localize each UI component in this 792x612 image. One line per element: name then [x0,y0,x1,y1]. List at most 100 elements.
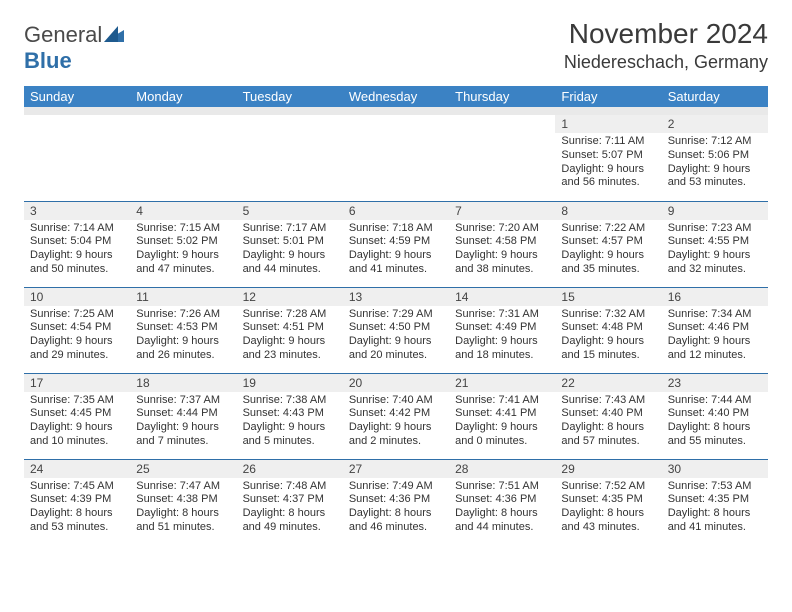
day-number: 25 [130,460,236,478]
sunset-text: Sunset: 4:53 PM [136,321,230,335]
day-number: 4 [130,202,236,220]
day-body: Sunrise: 7:26 AMSunset: 4:53 PMDaylight:… [130,306,236,367]
calendar-day-cell: 4Sunrise: 7:15 AMSunset: 5:02 PMDaylight… [130,201,236,287]
day-body: Sunrise: 7:22 AMSunset: 4:57 PMDaylight:… [555,220,661,281]
day-body [24,119,130,125]
daylight-text: Daylight: 9 hours and 35 minutes. [561,249,655,277]
calendar-day-cell: 24Sunrise: 7:45 AMSunset: 4:39 PMDayligh… [24,459,130,545]
daylight-text: Daylight: 9 hours and 50 minutes. [30,249,124,277]
day-body: Sunrise: 7:44 AMSunset: 4:40 PMDaylight:… [662,392,768,453]
calendar-day-cell: 28Sunrise: 7:51 AMSunset: 4:36 PMDayligh… [449,459,555,545]
daylight-text: Daylight: 9 hours and 18 minutes. [455,335,549,363]
calendar-day-cell [343,115,449,201]
daylight-text: Daylight: 9 hours and 47 minutes. [136,249,230,277]
daylight-text: Daylight: 9 hours and 32 minutes. [668,249,762,277]
sunrise-text: Sunrise: 7:45 AM [30,480,124,494]
sunset-text: Sunset: 4:35 PM [668,493,762,507]
day-number: 10 [24,288,130,306]
calendar-day-cell: 19Sunrise: 7:38 AMSunset: 4:43 PMDayligh… [237,373,343,459]
sunrise-text: Sunrise: 7:31 AM [455,308,549,322]
sunrise-text: Sunrise: 7:28 AM [243,308,337,322]
sunrise-text: Sunrise: 7:34 AM [668,308,762,322]
sunrise-text: Sunrise: 7:43 AM [561,394,655,408]
weekday-header: Monday [130,86,236,107]
day-body: Sunrise: 7:52 AMSunset: 4:35 PMDaylight:… [555,478,661,539]
daylight-text: Daylight: 8 hours and 44 minutes. [455,507,549,535]
calendar-day-cell: 7Sunrise: 7:20 AMSunset: 4:58 PMDaylight… [449,201,555,287]
sunset-text: Sunset: 4:50 PM [349,321,443,335]
sunrise-text: Sunrise: 7:22 AM [561,222,655,236]
day-body: Sunrise: 7:35 AMSunset: 4:45 PMDaylight:… [24,392,130,453]
calendar-day-cell [130,115,236,201]
calendar-week-row: 3Sunrise: 7:14 AMSunset: 5:04 PMDaylight… [24,201,768,287]
sunrise-text: Sunrise: 7:44 AM [668,394,762,408]
day-number: 5 [237,202,343,220]
daylight-text: Daylight: 8 hours and 41 minutes. [668,507,762,535]
day-number: 18 [130,374,236,392]
day-body: Sunrise: 7:43 AMSunset: 4:40 PMDaylight:… [555,392,661,453]
day-body: Sunrise: 7:12 AMSunset: 5:06 PMDaylight:… [662,133,768,194]
calendar-day-cell: 11Sunrise: 7:26 AMSunset: 4:53 PMDayligh… [130,287,236,373]
sunset-text: Sunset: 4:35 PM [561,493,655,507]
day-body [130,119,236,125]
calendar-week-row: 17Sunrise: 7:35 AMSunset: 4:45 PMDayligh… [24,373,768,459]
day-body: Sunrise: 7:41 AMSunset: 4:41 PMDaylight:… [449,392,555,453]
day-number: 27 [343,460,449,478]
sunrise-text: Sunrise: 7:18 AM [349,222,443,236]
day-number: 7 [449,202,555,220]
weekday-header: Tuesday [237,86,343,107]
calendar-day-cell: 3Sunrise: 7:14 AMSunset: 5:04 PMDaylight… [24,201,130,287]
calendar-day-cell: 15Sunrise: 7:32 AMSunset: 4:48 PMDayligh… [555,287,661,373]
day-number: 6 [343,202,449,220]
calendar-day-cell: 17Sunrise: 7:35 AMSunset: 4:45 PMDayligh… [24,373,130,459]
calendar-day-cell: 26Sunrise: 7:48 AMSunset: 4:37 PMDayligh… [237,459,343,545]
logo-mark-icon [104,22,124,47]
sunset-text: Sunset: 4:38 PM [136,493,230,507]
calendar-body: 1Sunrise: 7:11 AMSunset: 5:07 PMDaylight… [24,115,768,545]
sunrise-text: Sunrise: 7:47 AM [136,480,230,494]
day-number: 26 [237,460,343,478]
calendar-day-cell: 21Sunrise: 7:41 AMSunset: 4:41 PMDayligh… [449,373,555,459]
day-body: Sunrise: 7:23 AMSunset: 4:55 PMDaylight:… [662,220,768,281]
day-body [343,119,449,125]
sunset-text: Sunset: 4:40 PM [561,407,655,421]
logo-word2: Blue [24,48,72,73]
sunset-text: Sunset: 4:55 PM [668,235,762,249]
daylight-text: Daylight: 9 hours and 2 minutes. [349,421,443,449]
calendar-week-row: 10Sunrise: 7:25 AMSunset: 4:54 PMDayligh… [24,287,768,373]
sunset-text: Sunset: 4:44 PM [136,407,230,421]
sunrise-text: Sunrise: 7:40 AM [349,394,443,408]
day-body: Sunrise: 7:25 AMSunset: 4:54 PMDaylight:… [24,306,130,367]
logo-text: General Blue [24,22,124,74]
daylight-text: Daylight: 9 hours and 0 minutes. [455,421,549,449]
day-number: 17 [24,374,130,392]
sunrise-text: Sunrise: 7:20 AM [455,222,549,236]
weekday-header: Wednesday [343,86,449,107]
sunrise-text: Sunrise: 7:25 AM [30,308,124,322]
daylight-text: Daylight: 8 hours and 51 minutes. [136,507,230,535]
calendar-day-cell: 23Sunrise: 7:44 AMSunset: 4:40 PMDayligh… [662,373,768,459]
calendar-day-cell: 9Sunrise: 7:23 AMSunset: 4:55 PMDaylight… [662,201,768,287]
calendar-day-cell: 30Sunrise: 7:53 AMSunset: 4:35 PMDayligh… [662,459,768,545]
day-number: 12 [237,288,343,306]
day-body: Sunrise: 7:20 AMSunset: 4:58 PMDaylight:… [449,220,555,281]
day-number: 8 [555,202,661,220]
day-number: 9 [662,202,768,220]
calendar-day-cell: 2Sunrise: 7:12 AMSunset: 5:06 PMDaylight… [662,115,768,201]
calendar-day-cell: 16Sunrise: 7:34 AMSunset: 4:46 PMDayligh… [662,287,768,373]
sunrise-text: Sunrise: 7:29 AM [349,308,443,322]
sunset-text: Sunset: 4:57 PM [561,235,655,249]
day-body: Sunrise: 7:40 AMSunset: 4:42 PMDaylight:… [343,392,449,453]
sunset-text: Sunset: 4:45 PM [30,407,124,421]
day-body [237,119,343,125]
title-block: November 2024 Niedereschach, Germany [564,18,768,73]
sunset-text: Sunset: 4:59 PM [349,235,443,249]
daylight-text: Daylight: 9 hours and 56 minutes. [561,163,655,191]
calendar-day-cell: 12Sunrise: 7:28 AMSunset: 4:51 PMDayligh… [237,287,343,373]
calendar-day-cell: 5Sunrise: 7:17 AMSunset: 5:01 PMDaylight… [237,201,343,287]
day-body: Sunrise: 7:29 AMSunset: 4:50 PMDaylight:… [343,306,449,367]
weekday-header: Saturday [662,86,768,107]
sunrise-text: Sunrise: 7:53 AM [668,480,762,494]
header: General Blue November 2024 Niedereschach… [24,18,768,74]
sunset-text: Sunset: 4:37 PM [243,493,337,507]
